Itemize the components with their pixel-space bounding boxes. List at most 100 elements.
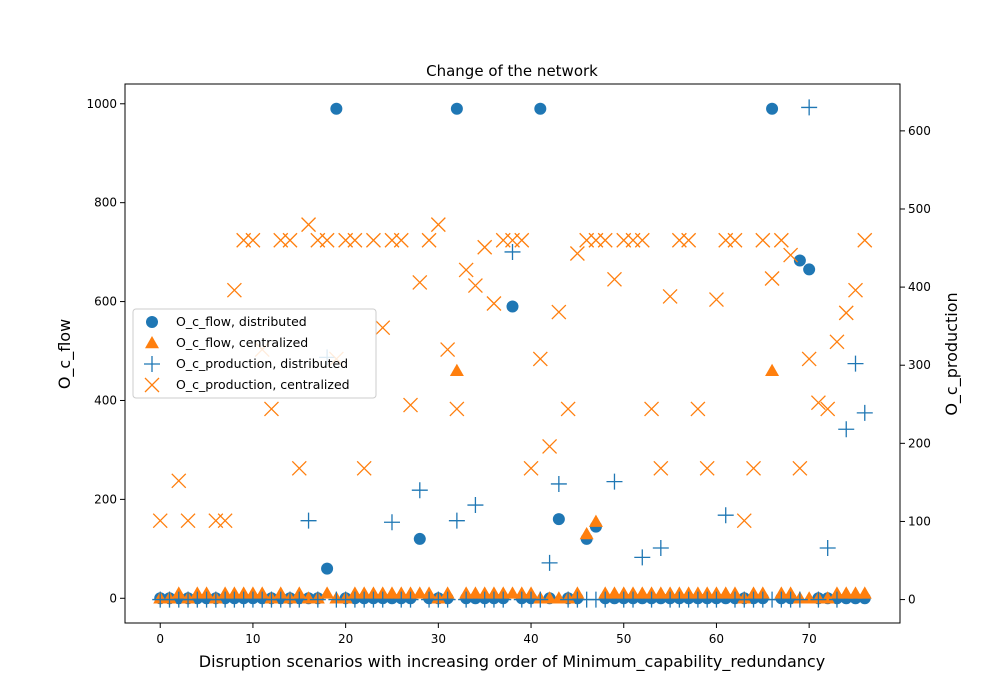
data-point	[245, 232, 261, 248]
data-point	[810, 395, 826, 411]
data-point	[309, 591, 326, 608]
y-right-tick-label: 500	[908, 202, 931, 216]
data-point	[320, 586, 335, 599]
data-point	[746, 460, 761, 476]
legend: O_c_flow, distributed O_c_flow, centraliz…	[132, 308, 377, 399]
data-point	[542, 591, 557, 604]
data-point	[514, 232, 530, 248]
series-4	[152, 217, 873, 529]
data-point	[792, 460, 808, 476]
data-point	[838, 305, 854, 321]
data-point	[810, 591, 827, 608]
data-point	[839, 586, 854, 599]
x-tick-label: 60	[709, 632, 724, 646]
data-point	[532, 591, 549, 608]
data-point	[802, 591, 817, 604]
data-point	[607, 271, 622, 287]
y-left-tick-label: 1000	[86, 97, 117, 111]
data-point	[217, 513, 233, 529]
legend-label: O_c_flow, distributed	[176, 314, 307, 329]
data-point	[450, 102, 463, 115]
y-right-tick-label: 100	[908, 514, 931, 528]
legend-label: O_c_production, centralized	[176, 377, 350, 392]
data-point	[708, 292, 724, 308]
data-point	[838, 421, 855, 438]
data-point	[848, 282, 863, 298]
legend-marker	[144, 377, 160, 393]
data-point	[375, 320, 391, 336]
data-point	[523, 460, 539, 476]
data-point	[321, 562, 334, 575]
legend-marker	[145, 336, 159, 349]
data-point	[653, 586, 668, 599]
data-point	[552, 513, 565, 526]
data-point	[820, 591, 835, 604]
markers-layer	[152, 99, 873, 608]
data-point	[301, 217, 317, 233]
legend-marker	[146, 316, 158, 328]
y-axis-label-right: O_c_production	[942, 292, 962, 415]
data-point	[607, 586, 622, 599]
data-point	[597, 232, 613, 248]
x-tick-label: 50	[616, 632, 631, 646]
data-point	[412, 586, 427, 599]
data-point	[606, 473, 623, 490]
y-right-tick-label: 600	[908, 124, 931, 138]
data-point	[791, 591, 808, 608]
data-point	[681, 232, 697, 248]
data-point	[801, 351, 817, 367]
data-point	[634, 232, 650, 248]
data-point	[458, 591, 475, 608]
data-point	[652, 540, 669, 557]
data-point	[486, 296, 502, 311]
data-point	[356, 460, 372, 476]
data-point	[736, 513, 752, 529]
data-point	[440, 342, 456, 358]
data-point	[634, 549, 651, 566]
data-point	[819, 540, 836, 557]
data-point	[820, 401, 836, 417]
data-point	[365, 232, 381, 248]
data-point	[180, 513, 196, 529]
data-point	[468, 586, 483, 599]
axes-layer: 0 10 20 30 40 50 60 70 0 200 400 600 800 1000 0 100 200 3…	[86, 97, 930, 646]
data-point	[264, 401, 279, 417]
data-point	[347, 232, 363, 248]
data-point	[291, 460, 307, 476]
data-point	[467, 497, 484, 514]
y-left-tick-label: 0	[109, 591, 117, 605]
data-point	[291, 591, 308, 608]
data-point	[330, 102, 343, 115]
y-right-tick-label: 300	[908, 358, 931, 372]
data-point	[847, 355, 864, 372]
data-point	[625, 591, 642, 608]
x-tick-label: 20	[338, 632, 353, 646]
data-point	[793, 254, 806, 267]
y-left-tick-label: 400	[94, 393, 117, 407]
data-point	[662, 289, 678, 304]
data-point	[828, 591, 845, 608]
data-point	[718, 586, 733, 599]
data-point	[765, 363, 780, 377]
data-point	[467, 278, 483, 293]
data-point	[717, 507, 734, 524]
data-point	[421, 232, 437, 248]
legend-frame	[132, 308, 377, 399]
data-point	[439, 591, 456, 608]
data-point	[402, 591, 419, 608]
x-tick-label: 30	[431, 632, 446, 646]
data-point	[542, 438, 558, 454]
data-point	[384, 586, 399, 599]
data-point	[506, 300, 519, 313]
y-right-tick-label: 400	[908, 280, 931, 294]
legend-label: O_c_production, distributed	[176, 356, 348, 371]
data-point	[413, 532, 426, 545]
data-point	[152, 513, 168, 529]
data-point	[495, 591, 512, 608]
y-right-tick-label: 0	[908, 593, 916, 607]
data-point	[301, 591, 316, 604]
x-tick-label: 40	[523, 632, 538, 646]
chart-title: Change of the network	[426, 62, 598, 80]
y-left-tick-label: 800	[94, 196, 117, 210]
data-point	[560, 401, 576, 417]
